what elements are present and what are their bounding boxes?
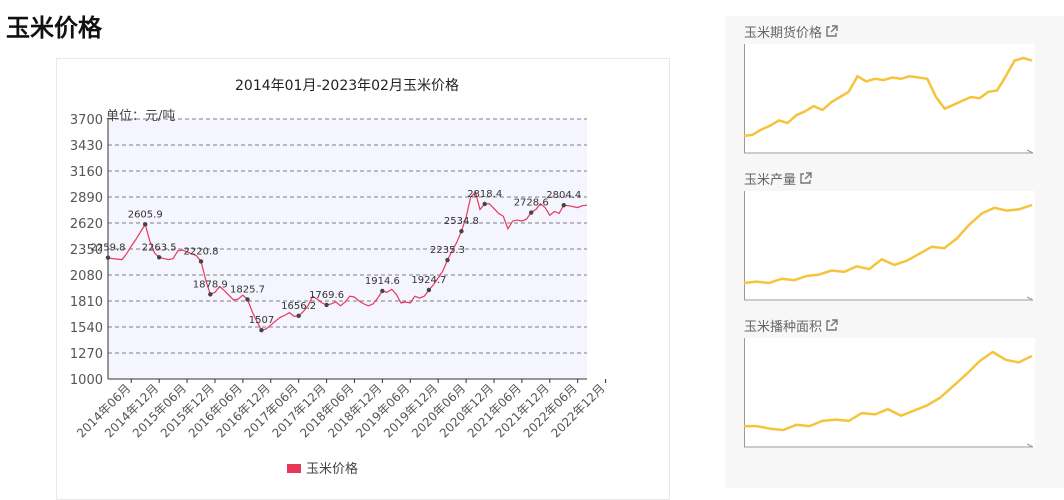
data-point xyxy=(296,313,301,319)
page-title: 玉米价格 xyxy=(6,14,102,42)
y-tick-label: 1000 xyxy=(70,373,103,388)
y-tick-label: 2890 xyxy=(70,191,103,206)
data-point xyxy=(445,257,450,263)
y-tick-label: 2080 xyxy=(70,269,103,284)
data-point xyxy=(459,229,464,234)
plot-area: 1000 1270 1540 1810 2080 2350 2620 2890 3160 3430… xyxy=(70,113,608,440)
data-point xyxy=(426,287,432,293)
y-tick-label: 1270 xyxy=(70,347,103,362)
data-label: 2220.8 xyxy=(184,246,219,257)
main-chart: 2014年01月-2023年02月玉米价格 1000 1270 1540 1810 20… xyxy=(70,78,608,477)
data-point xyxy=(561,203,566,208)
legend-label: 玉米价格 xyxy=(306,461,358,477)
data-label: 2818.4 xyxy=(467,189,502,200)
y-tick-label: 2350 xyxy=(70,243,103,258)
data-label: 2605.9 xyxy=(128,209,163,220)
data-point xyxy=(259,327,264,333)
data-label: 2534.8 xyxy=(444,216,479,227)
data-point xyxy=(208,292,213,297)
planting-area-mini-chart[interactable] xyxy=(744,338,1035,448)
data-point xyxy=(482,201,487,207)
chart-title: 2014年01月-2023年02月玉米价格 xyxy=(235,78,459,94)
data-label: 1924.7 xyxy=(411,275,446,286)
data-point xyxy=(380,288,385,294)
y-tick-label: 3160 xyxy=(70,165,103,180)
data-label: 2728.6 xyxy=(514,198,549,209)
legend[interactable]: 玉米价格 xyxy=(287,461,358,477)
legend-swatch xyxy=(287,464,301,473)
data-point xyxy=(156,255,162,260)
unit-label: 单位：元/吨 xyxy=(106,109,175,124)
external-link-icon xyxy=(826,25,838,37)
sidebar: 玉米期货价格 玉米产量 玉米播种面积 xyxy=(725,16,1064,488)
data-label: 1825.7 xyxy=(230,284,265,295)
mini-axis-arrow xyxy=(1026,296,1034,301)
data-label: 2804.4 xyxy=(546,190,581,201)
main-chart-card: 2014年01月-2023年02月玉米价格 1000 1270 1540 1810 20… xyxy=(56,58,670,500)
mini-line xyxy=(744,203,1033,285)
futures-price-title: 玉米期货价格 xyxy=(744,26,823,41)
data-label: 1914.6 xyxy=(365,276,400,287)
mini-axis-arrow xyxy=(1026,149,1034,154)
data-label: 2235.3 xyxy=(430,245,465,256)
futures-price-link[interactable]: 玉米期货价格 xyxy=(744,22,838,41)
data-label: 1878.9 xyxy=(193,279,228,290)
y-tick-label: 3430 xyxy=(70,139,103,154)
output-mini-chart[interactable] xyxy=(744,191,1035,301)
output-link[interactable]: 玉米产量 xyxy=(744,169,812,188)
futures-price-mini-chart[interactable] xyxy=(744,44,1035,154)
y-tick-label: 1540 xyxy=(70,321,103,336)
mini-axis-arrow xyxy=(1026,443,1034,448)
data-point xyxy=(324,302,329,308)
y-tick-label: 3700 xyxy=(70,113,103,128)
y-tick-label: 1810 xyxy=(70,295,103,310)
external-link-icon xyxy=(800,172,812,184)
data-label: 2259.8 xyxy=(91,243,126,254)
external-link-icon xyxy=(826,319,838,331)
data-point xyxy=(198,259,204,264)
data-point xyxy=(528,210,534,215)
data-label: 2263.5 xyxy=(142,242,177,253)
data-label: 1769.6 xyxy=(309,290,344,301)
data-point xyxy=(245,297,250,302)
data-point xyxy=(105,255,111,260)
mini-line xyxy=(744,56,1033,138)
mini-line xyxy=(744,350,1033,432)
data-point xyxy=(143,222,148,227)
data-label: 1656.2 xyxy=(281,301,316,312)
planting-area-link[interactable]: 玉米播种面积 xyxy=(744,316,838,335)
output-title: 玉米产量 xyxy=(744,173,797,188)
y-tick-label: 2620 xyxy=(70,217,103,232)
data-label: 1507 xyxy=(249,315,274,326)
planting-area-title: 玉米播种面积 xyxy=(744,320,823,335)
price-line xyxy=(107,191,588,331)
